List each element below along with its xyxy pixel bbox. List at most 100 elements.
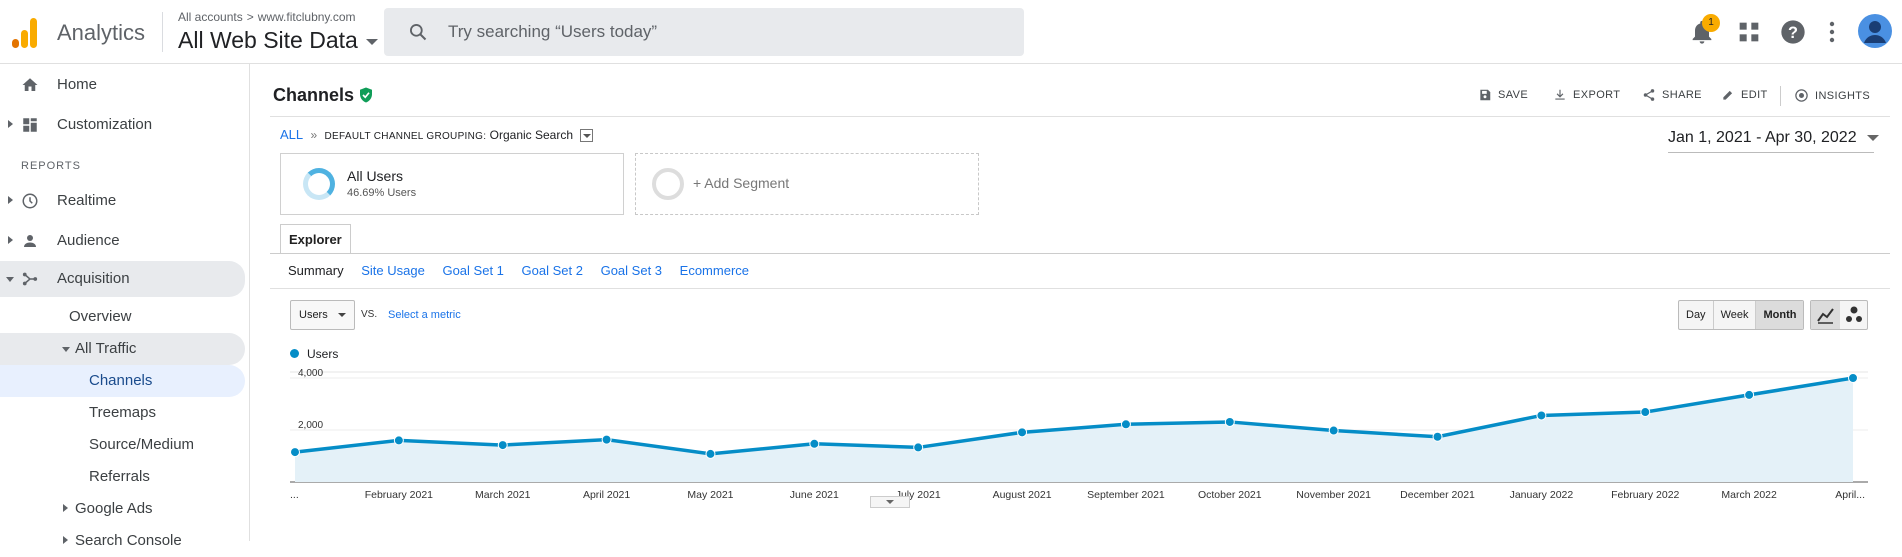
collapse-arrow-icon[interactable] [6, 277, 14, 282]
x-tick-label: November 2021 [1296, 489, 1371, 501]
data-point[interactable] [1536, 410, 1547, 421]
clock-icon [22, 193, 38, 209]
expand-arrow-icon[interactable] [63, 536, 68, 544]
sidebar-item-home[interactable]: Home [0, 69, 245, 101]
line-chart-view-button[interactable] [1811, 301, 1840, 329]
expand-arrow-icon[interactable] [8, 196, 13, 204]
sidebar-item-source-medium[interactable]: Source/Medium [0, 429, 245, 461]
x-tick-label: October 2021 [1198, 489, 1262, 501]
help-icon[interactable]: ? [1779, 18, 1807, 46]
insights-button[interactable]: INSIGHTS [1794, 88, 1870, 103]
data-point[interactable] [1848, 373, 1858, 383]
sidebar-item-treemaps[interactable]: Treemaps [0, 397, 245, 429]
main-content: Channels SAVE EXPORT SHARE EDIT INSIGHTS… [270, 64, 1902, 541]
month-button[interactable]: Month [1756, 301, 1804, 329]
subtab-ecommerce[interactable]: Ecommerce [679, 263, 750, 278]
select-metric-link[interactable]: Select a metric [388, 309, 461, 321]
breadcrumb-dropdown-icon[interactable] [580, 129, 594, 143]
sidebar-item-overview[interactable]: Overview [0, 301, 245, 333]
sidebar-item-referrals[interactable]: Referrals [0, 461, 245, 493]
property-name[interactable]: www.fitclubny.com [257, 10, 356, 24]
data-point[interactable] [913, 442, 924, 453]
sidebar-item-customization[interactable]: Customization [0, 109, 245, 141]
empty-segment-ring-icon [652, 168, 684, 200]
divider [1668, 152, 1874, 153]
data-point[interactable] [497, 440, 508, 451]
sidebar-item-all-traffic[interactable]: All Traffic [0, 333, 245, 365]
share-icon [1643, 89, 1655, 101]
data-point[interactable] [705, 448, 716, 459]
reports-section-label: REPORTS [21, 160, 81, 172]
chart-view-toggle [1810, 300, 1868, 330]
add-segment-button[interactable]: + Add Segment [635, 153, 979, 215]
breadcrumb-separator: » [310, 128, 318, 142]
expand-arrow-icon[interactable] [8, 236, 13, 244]
save-button[interactable]: SAVE [1478, 88, 1528, 102]
caret-down-icon [1866, 134, 1879, 141]
subtab-summary[interactable]: Summary [288, 263, 344, 278]
vs-label: VS. [361, 309, 378, 320]
search-box[interactable] [384, 8, 1024, 56]
app-name: Analytics [57, 20, 146, 45]
divider [162, 12, 163, 52]
collapse-arrow-icon[interactable] [62, 347, 70, 352]
sidebar-item-label: Overview [69, 308, 132, 325]
divider [270, 288, 1890, 289]
sidebar-item-acquisition[interactable]: Acquisition [0, 261, 245, 297]
data-point[interactable] [1120, 419, 1131, 430]
week-button[interactable]: Week [1714, 301, 1757, 329]
account-path[interactable]: All accounts [178, 10, 243, 24]
tab-explorer[interactable]: Explorer [280, 224, 351, 254]
apps-grid-icon[interactable] [1735, 18, 1763, 46]
data-point[interactable] [1328, 425, 1339, 436]
save-icon [1480, 89, 1491, 101]
segment-card-all-users[interactable]: All Users 46.69% Users [280, 153, 624, 215]
metric-select[interactable]: Users [290, 300, 355, 330]
expand-arrow-icon[interactable] [8, 120, 13, 128]
x-tick-label: June 2021 [790, 489, 839, 501]
subtab-goal-set-1[interactable]: Goal Set 1 [442, 263, 504, 278]
x-tick-label: March 2022 [1721, 489, 1777, 501]
day-button[interactable]: Day [1679, 301, 1714, 329]
svg-text:?: ? [1788, 24, 1798, 42]
data-point[interactable] [1432, 431, 1443, 442]
users-series-line [294, 376, 1854, 456]
account-breadcrumb[interactable]: All accounts > www.fitclubny.com [178, 10, 356, 24]
data-point[interactable] [1744, 389, 1755, 400]
motion-chart-view-button[interactable] [1840, 301, 1869, 329]
data-point[interactable] [290, 447, 300, 458]
more-vert-icon[interactable] [1820, 18, 1844, 46]
view-name[interactable]: All Web Site Data [178, 27, 358, 53]
data-point[interactable] [601, 434, 612, 445]
date-range-label[interactable]: Jan 1, 2021 - Apr 30, 2022 [1668, 129, 1857, 146]
scroll-handle-icon[interactable] [870, 496, 910, 508]
search-input[interactable] [448, 20, 988, 44]
subtab-site-usage[interactable]: Site Usage [361, 263, 425, 278]
edit-button[interactable]: EDIT [1721, 88, 1768, 102]
sidebar-item-search-console[interactable]: Search Console [0, 525, 245, 557]
subtab-goal-set-2[interactable]: Goal Set 2 [521, 263, 583, 278]
data-point[interactable] [1224, 416, 1235, 427]
top-bar: Analytics All accounts > www.fitclubny.com… [0, 0, 1902, 64]
analytics-logo-icon[interactable] [12, 18, 40, 48]
data-point[interactable] [1017, 427, 1028, 438]
sidebar-item-label: Source/Medium [89, 436, 195, 453]
view-selector[interactable]: All Web Site Data [178, 27, 378, 54]
sidebar-item-channels[interactable]: Channels [0, 365, 245, 397]
data-point[interactable] [809, 438, 820, 449]
export-button[interactable]: EXPORT [1553, 88, 1620, 102]
data-point[interactable] [1640, 407, 1651, 418]
expand-arrow-icon[interactable] [63, 504, 68, 512]
sidebar-item-audience[interactable]: Audience [0, 225, 245, 257]
breadcrumb-all-link[interactable]: ALL [280, 127, 304, 142]
share-button[interactable]: SHARE [1642, 88, 1702, 102]
motion-chart-icon [1846, 306, 1862, 322]
edit-pencil-icon [1723, 90, 1733, 100]
sidebar-item-label: Acquisition [57, 270, 130, 287]
date-range-picker[interactable]: Jan 1, 2021 - Apr 30, 2022 [1668, 129, 1879, 147]
sidebar-item-realtime[interactable]: Realtime [0, 185, 245, 217]
sidebar-item-google-ads[interactable]: Google Ads [0, 493, 245, 525]
data-point[interactable] [393, 435, 404, 446]
avatar-icon[interactable] [1858, 14, 1892, 48]
subtab-goal-set-3[interactable]: Goal Set 3 [600, 263, 663, 278]
